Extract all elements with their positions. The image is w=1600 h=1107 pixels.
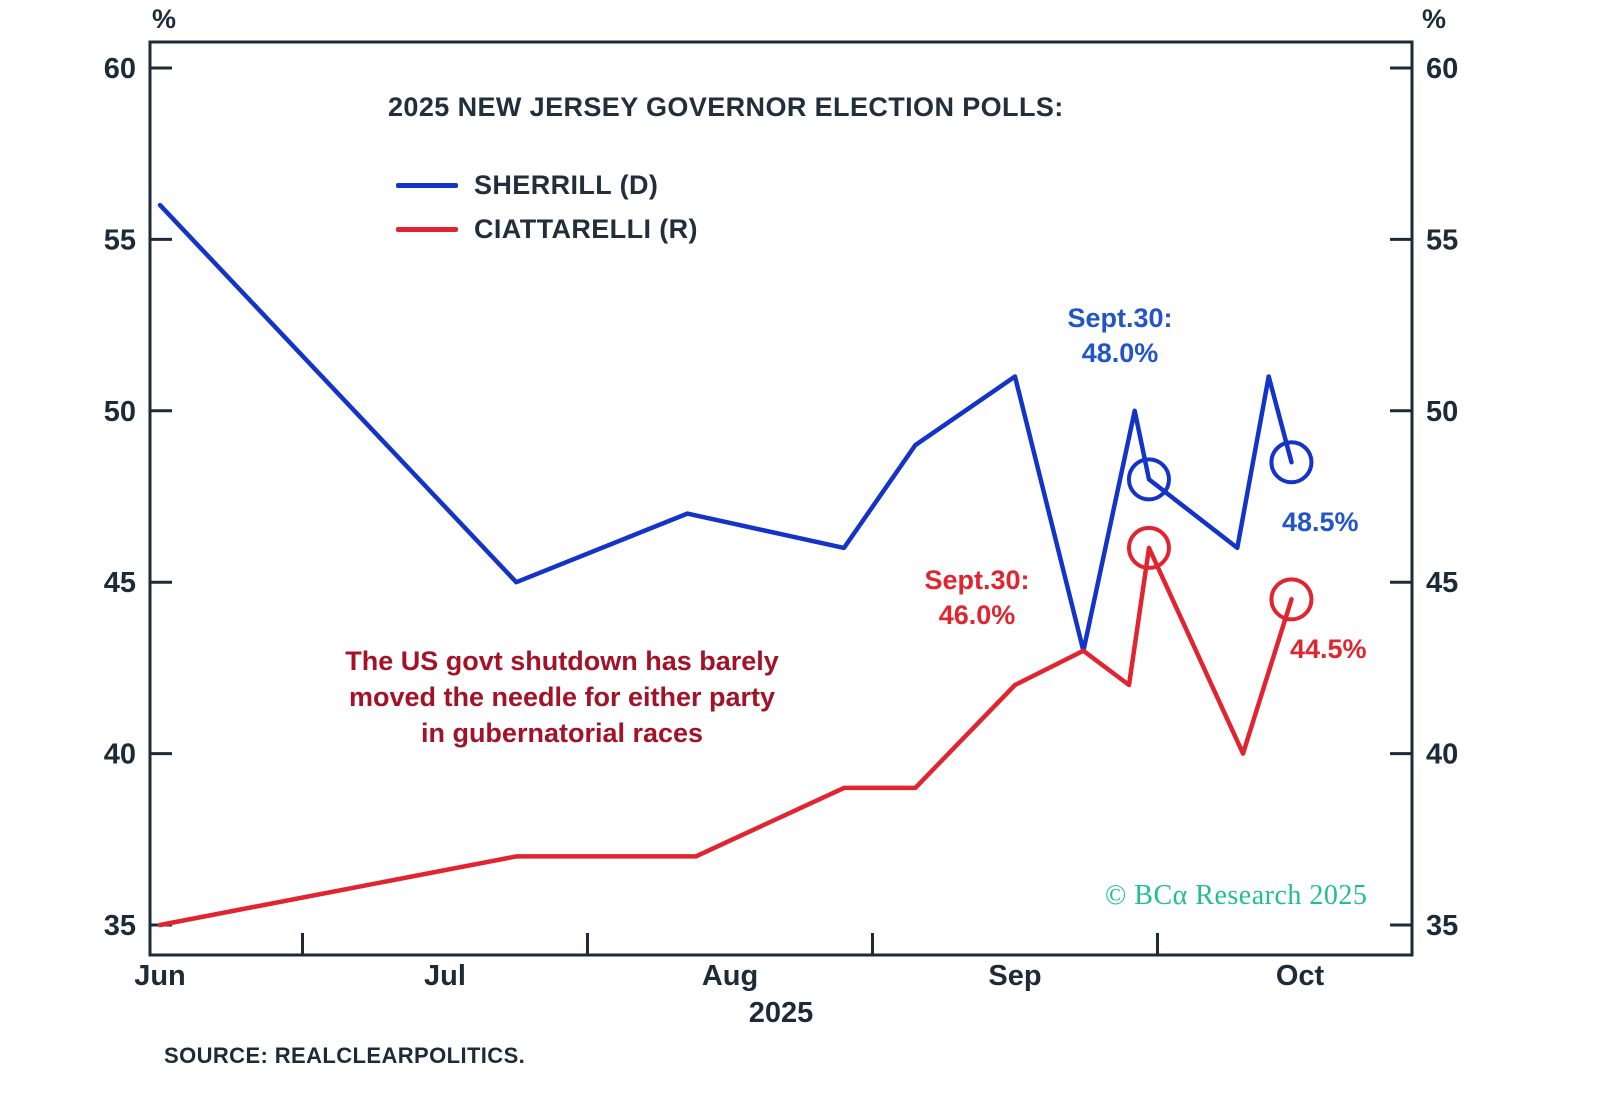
y-tick-label-right: 60 — [1426, 53, 1458, 85]
sherrill-legend-line-swatch — [396, 182, 458, 188]
x-month-label-aug: Aug — [702, 960, 758, 992]
sherrill-legend-label: SHERRILL (D) — [474, 169, 659, 200]
y-tick-label-right: 55 — [1426, 224, 1458, 256]
sherrill-d-line — [157, 202, 1294, 654]
ciattarelli-legend-line-swatch — [396, 226, 458, 232]
y-tick-label-right: 35 — [1426, 910, 1458, 942]
legend-item-ciattarelli: CIATTARELLI (R) — [396, 214, 698, 244]
sherrill-d-marker-circle — [1269, 440, 1314, 485]
y-tick-label-right: 45 — [1426, 567, 1458, 599]
sherrill-latest-annotation: 48.5% — [1282, 507, 1359, 537]
y-tick-label-left: 45 — [104, 567, 136, 599]
y-tick-label-left: 55 — [104, 224, 136, 256]
sherrill-sept30-annotation: Sept.30: 48.0% — [1067, 303, 1173, 368]
sherrill-d-marker-circle — [1126, 457, 1171, 502]
x-month-label-jun: Jun — [134, 960, 186, 992]
ciattarelli-r-marker-circle — [1269, 577, 1314, 622]
y-tick-label-right: 50 — [1426, 396, 1458, 428]
y-tick-label-left: 35 — [104, 910, 136, 942]
chart-title: 2025 NEW JERSEY GOVERNOR ELECTION POLLS: — [388, 92, 1064, 122]
y-tick-label-left: 50 — [104, 396, 136, 428]
y-axis-unit-left: % — [152, 4, 177, 34]
source-credit: SOURCE: REALCLEARPOLITICS. — [164, 1043, 526, 1068]
y-axis-unit-right: % — [1422, 4, 1447, 34]
x-month-label-oct: Oct — [1276, 960, 1325, 992]
plot-frame — [148, 40, 1414, 957]
x-month-label-jul: Jul — [424, 960, 466, 992]
ciattarelli-legend-label: CIATTARELLI (R) — [474, 213, 698, 244]
x-year-label: 2025 — [749, 997, 814, 1029]
ciattarelli-latest-annotation: 44.5% — [1290, 634, 1367, 664]
ciattarelli-r-marker-circle — [1126, 525, 1171, 570]
y-tick-label-left: 60 — [104, 53, 136, 85]
y-tick-label-right: 40 — [1426, 739, 1458, 771]
y-tick-label-left: 40 — [104, 739, 136, 771]
ciattarelli-r-line — [157, 545, 1294, 928]
ciattarelli-sept30-annotation: Sept.30: 46.0% — [924, 565, 1030, 630]
legend-item-sherrill: SHERRILL (D) — [396, 170, 658, 200]
x-month-label-sep: Sep — [988, 960, 1041, 992]
shutdown-note: The US govt shutdown has barely moved th… — [345, 646, 779, 748]
bca-research-copyright: © BCα Research 2025 — [1105, 880, 1368, 911]
